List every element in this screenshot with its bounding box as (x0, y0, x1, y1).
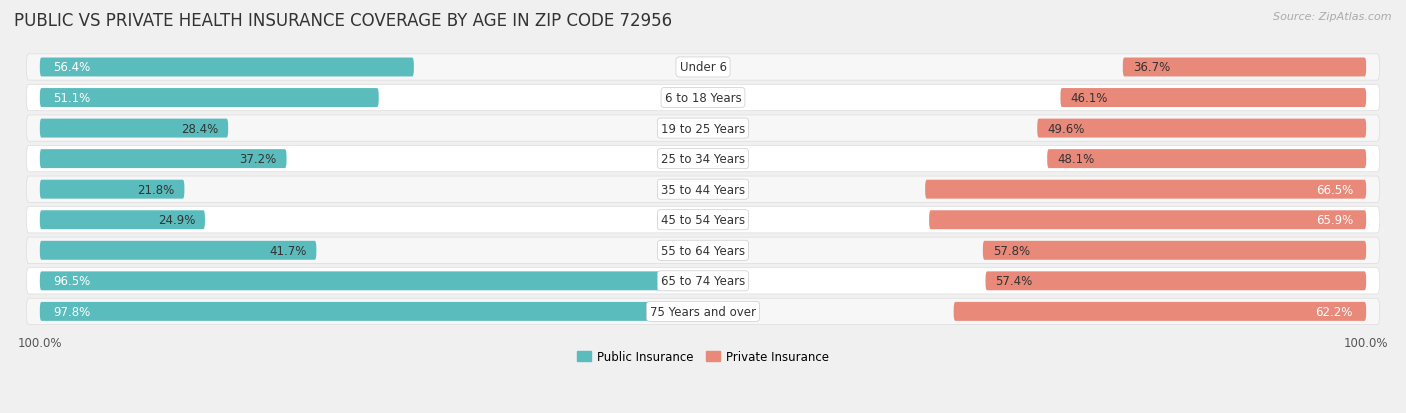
FancyBboxPatch shape (1060, 89, 1367, 108)
FancyBboxPatch shape (39, 180, 184, 199)
Text: 57.4%: 57.4% (995, 275, 1033, 287)
FancyBboxPatch shape (39, 119, 228, 138)
Text: PUBLIC VS PRIVATE HEALTH INSURANCE COVERAGE BY AGE IN ZIP CODE 72956: PUBLIC VS PRIVATE HEALTH INSURANCE COVER… (14, 12, 672, 30)
Text: 49.6%: 49.6% (1047, 122, 1084, 135)
FancyBboxPatch shape (953, 302, 1367, 321)
FancyBboxPatch shape (39, 58, 413, 77)
Text: 24.9%: 24.9% (157, 214, 195, 227)
FancyBboxPatch shape (39, 302, 689, 321)
FancyBboxPatch shape (27, 146, 1379, 172)
Text: 28.4%: 28.4% (181, 122, 218, 135)
FancyBboxPatch shape (39, 89, 378, 108)
Text: 96.5%: 96.5% (53, 275, 90, 287)
Text: 45 to 54 Years: 45 to 54 Years (661, 214, 745, 227)
Text: 46.1%: 46.1% (1070, 92, 1108, 105)
FancyBboxPatch shape (39, 211, 205, 230)
FancyBboxPatch shape (27, 237, 1379, 264)
Text: 66.5%: 66.5% (1316, 183, 1353, 196)
FancyBboxPatch shape (929, 211, 1367, 230)
FancyBboxPatch shape (39, 241, 316, 260)
Text: 41.7%: 41.7% (269, 244, 307, 257)
Text: 65.9%: 65.9% (1316, 214, 1353, 227)
FancyBboxPatch shape (1047, 150, 1367, 169)
FancyBboxPatch shape (983, 241, 1367, 260)
FancyBboxPatch shape (27, 116, 1379, 142)
FancyBboxPatch shape (27, 268, 1379, 294)
Text: 19 to 25 Years: 19 to 25 Years (661, 122, 745, 135)
FancyBboxPatch shape (27, 177, 1379, 203)
FancyBboxPatch shape (925, 180, 1367, 199)
Text: 56.4%: 56.4% (53, 61, 90, 74)
Text: 48.1%: 48.1% (1057, 153, 1094, 166)
Text: 37.2%: 37.2% (239, 153, 277, 166)
FancyBboxPatch shape (27, 299, 1379, 325)
FancyBboxPatch shape (986, 272, 1367, 291)
Text: 21.8%: 21.8% (138, 183, 174, 196)
Text: 75 Years and over: 75 Years and over (650, 305, 756, 318)
FancyBboxPatch shape (27, 207, 1379, 233)
Text: 36.7%: 36.7% (1133, 61, 1170, 74)
FancyBboxPatch shape (39, 150, 287, 169)
Text: 51.1%: 51.1% (53, 92, 90, 105)
Text: Source: ZipAtlas.com: Source: ZipAtlas.com (1274, 12, 1392, 22)
FancyBboxPatch shape (1038, 119, 1367, 138)
Text: 35 to 44 Years: 35 to 44 Years (661, 183, 745, 196)
FancyBboxPatch shape (27, 55, 1379, 81)
Text: 62.2%: 62.2% (1316, 305, 1353, 318)
FancyBboxPatch shape (39, 272, 679, 291)
Text: Under 6: Under 6 (679, 61, 727, 74)
Text: 97.8%: 97.8% (53, 305, 90, 318)
Text: 55 to 64 Years: 55 to 64 Years (661, 244, 745, 257)
Text: 57.8%: 57.8% (993, 244, 1031, 257)
Text: 25 to 34 Years: 25 to 34 Years (661, 153, 745, 166)
FancyBboxPatch shape (1123, 58, 1367, 77)
FancyBboxPatch shape (27, 85, 1379, 112)
Text: 65 to 74 Years: 65 to 74 Years (661, 275, 745, 287)
Text: 6 to 18 Years: 6 to 18 Years (665, 92, 741, 105)
Legend: Public Insurance, Private Insurance: Public Insurance, Private Insurance (572, 346, 834, 368)
